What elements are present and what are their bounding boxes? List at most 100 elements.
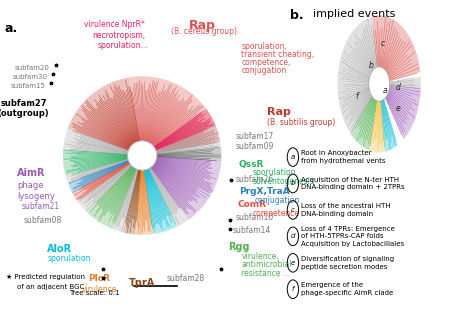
Wedge shape — [372, 16, 420, 81]
Wedge shape — [151, 156, 221, 220]
Text: conjugation: conjugation — [254, 196, 300, 205]
Text: subfam20: subfam20 — [14, 65, 49, 72]
Wedge shape — [112, 169, 139, 232]
Text: Emergence of the
phage-specific AimR clade: Emergence of the phage-specific AimR cla… — [301, 282, 394, 296]
Wedge shape — [156, 140, 221, 154]
Wedge shape — [123, 170, 141, 234]
Wedge shape — [337, 61, 369, 102]
Wedge shape — [64, 128, 128, 152]
Text: b.: b. — [290, 9, 304, 22]
Text: b: b — [369, 61, 374, 70]
Text: e: e — [396, 104, 401, 113]
Circle shape — [369, 67, 390, 101]
Text: ComR: ComR — [237, 200, 266, 209]
Text: e: e — [291, 260, 295, 266]
Text: sporulation,: sporulation, — [241, 42, 287, 51]
Wedge shape — [339, 88, 372, 133]
Wedge shape — [72, 162, 130, 201]
Wedge shape — [390, 77, 421, 89]
Text: competence: competence — [253, 209, 300, 218]
Text: Rap: Rap — [267, 107, 291, 118]
Text: resistance ...: resistance ... — [241, 269, 290, 278]
Wedge shape — [156, 126, 219, 151]
Text: solventogenesis: solventogenesis — [253, 177, 314, 186]
Text: phage: phage — [17, 181, 44, 190]
Text: Rap: Rap — [189, 19, 216, 32]
Wedge shape — [385, 85, 421, 139]
Text: b: b — [291, 180, 295, 187]
Text: competence,: competence, — [241, 58, 291, 67]
Text: Tree scale: 0.1: Tree scale: 0.1 — [69, 290, 119, 296]
Text: f: f — [292, 286, 294, 292]
Wedge shape — [369, 100, 385, 152]
Text: necrotropism,: necrotropism, — [92, 31, 146, 40]
Wedge shape — [135, 170, 153, 235]
Text: subfam09: subfam09 — [235, 142, 273, 151]
Wedge shape — [82, 165, 132, 212]
Text: virulence NprR*: virulence NprR* — [83, 20, 145, 29]
Text: sporulation: sporulation — [47, 253, 91, 262]
Text: transient cheating,: transient cheating, — [241, 50, 314, 59]
Text: PlcR: PlcR — [88, 274, 110, 283]
Wedge shape — [65, 159, 128, 183]
Text: (outgroup): (outgroup) — [0, 109, 49, 118]
Wedge shape — [144, 169, 177, 234]
Text: subfam10: subfam10 — [235, 213, 273, 222]
Wedge shape — [128, 76, 220, 153]
Text: (B. cereus group): (B. cereus group) — [171, 27, 237, 36]
Text: subfam30: subfam30 — [12, 74, 47, 80]
Text: QssR: QssR — [239, 160, 264, 169]
Wedge shape — [157, 147, 221, 161]
Text: of an adjacent BGC: of an adjacent BGC — [17, 284, 84, 290]
Text: subfam15: subfam15 — [11, 83, 46, 89]
Text: subfam27: subfam27 — [1, 99, 47, 108]
Text: c: c — [291, 207, 295, 213]
Wedge shape — [77, 164, 131, 207]
Text: lysogeny: lysogeny — [17, 192, 55, 201]
Wedge shape — [154, 109, 216, 150]
Text: a: a — [383, 86, 387, 95]
Text: AimR: AimR — [17, 168, 46, 178]
Text: c: c — [381, 39, 385, 48]
Text: antimicrobial: antimicrobial — [241, 260, 292, 269]
Wedge shape — [68, 77, 140, 151]
Text: subfam21: subfam21 — [21, 202, 60, 211]
Wedge shape — [156, 134, 220, 153]
Text: virulence,: virulence, — [241, 252, 279, 261]
Wedge shape — [340, 16, 377, 78]
Text: conjugation: conjugation — [241, 66, 287, 75]
Circle shape — [128, 141, 157, 170]
Text: (B. subtilis group): (B. subtilis group) — [267, 118, 336, 127]
Text: Loss of the ancestral HTH
DNA-binding domain: Loss of the ancestral HTH DNA-binding do… — [301, 203, 391, 217]
Text: AloR: AloR — [47, 244, 73, 253]
Text: sporulation: sporulation — [253, 168, 296, 177]
Text: d: d — [396, 83, 401, 91]
Text: virulence: virulence — [82, 285, 117, 294]
Text: PrgX,TraA: PrgX,TraA — [239, 187, 290, 196]
Text: subfam17: subfam17 — [235, 132, 273, 141]
Text: subfam28: subfam28 — [166, 274, 204, 283]
Text: Rgg: Rgg — [228, 242, 250, 252]
Wedge shape — [381, 99, 398, 152]
Text: ★ Predicted regulation: ★ Predicted regulation — [6, 274, 85, 281]
Wedge shape — [68, 160, 129, 193]
Text: TprA: TprA — [129, 278, 155, 288]
Text: f: f — [355, 92, 358, 101]
Text: Loss of 4 TPRs: Emergence
of HTH-5TPRs-CAP folds
Acquisition by Lactobacillales: Loss of 4 TPRs: Emergence of HTH-5TPRs-C… — [301, 226, 405, 247]
Wedge shape — [63, 150, 128, 176]
Text: sporulation...: sporulation... — [97, 41, 148, 50]
Text: Diversification of signaling
peptide secretion modes: Diversification of signaling peptide sec… — [301, 256, 394, 270]
Wedge shape — [87, 166, 137, 229]
Wedge shape — [63, 139, 128, 155]
Text: implied events: implied events — [313, 9, 395, 19]
Text: subfam08: subfam08 — [23, 216, 62, 225]
Text: subfam14: subfam14 — [233, 226, 271, 235]
Wedge shape — [149, 167, 189, 227]
Text: Root in Anoxybacter
from hydrothemal vents: Root in Anoxybacter from hydrothemal ven… — [301, 150, 386, 164]
Text: subfam26: subfam26 — [235, 175, 273, 184]
Text: a: a — [291, 154, 295, 160]
Text: a.: a. — [4, 22, 18, 35]
Text: Acquisition of the N-ter HTH
DNA-binding domain + 2TPRs: Acquisition of the N-ter HTH DNA-binding… — [301, 177, 405, 190]
Wedge shape — [350, 96, 377, 150]
Text: d: d — [291, 233, 295, 239]
